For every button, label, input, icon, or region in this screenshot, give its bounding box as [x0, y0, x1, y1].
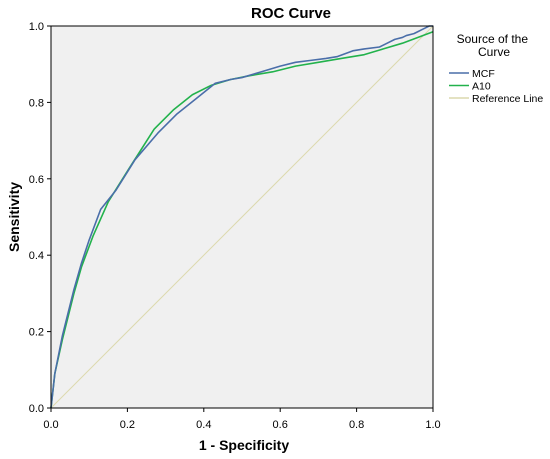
legend-title: Source of the Curve: [457, 32, 532, 59]
y-tick-label: 0.8: [29, 97, 44, 109]
plot-frame: [50, 25, 434, 409]
legend-label: MCF: [472, 68, 495, 80]
x-tick-label: 0.0: [43, 419, 58, 431]
y-tick-label: 0.4: [29, 250, 44, 262]
x-tick-label: 0.2: [120, 419, 135, 431]
x-tick-label: 0.8: [349, 419, 364, 431]
legend-title-line-1: Source of the: [457, 32, 529, 46]
y-axis-label: Sensitivity: [6, 182, 22, 252]
series-line-a10: [50, 30, 434, 409]
legend-label: A10: [472, 81, 491, 93]
y-tick-label: 1.0: [29, 21, 44, 33]
y-tick-label: 0.0: [29, 403, 44, 415]
x-tick-label: 0.4: [196, 419, 211, 431]
y-axis: 0.0 0.2 0.4 0.6 0.8 1.0: [29, 21, 51, 415]
legend-label: Reference Line: [472, 93, 543, 105]
series-line-reference-line: [50, 25, 434, 409]
series-layer: [50, 25, 434, 409]
x-tick-label: 1.0: [425, 419, 440, 431]
series-line-mcf: [50, 25, 433, 409]
legend-title-line-2: Curve: [478, 45, 510, 59]
y-tick-label: 0.6: [29, 174, 44, 186]
x-tick-label: 0.6: [273, 419, 288, 431]
x-axis-label: 1 - Specificity: [199, 437, 289, 453]
chart-title: ROC Curve: [251, 5, 331, 22]
x-axis: 0.0 0.2 0.4 0.6 0.8 1.0: [43, 408, 441, 431]
y-tick-label: 0.2: [29, 327, 44, 339]
